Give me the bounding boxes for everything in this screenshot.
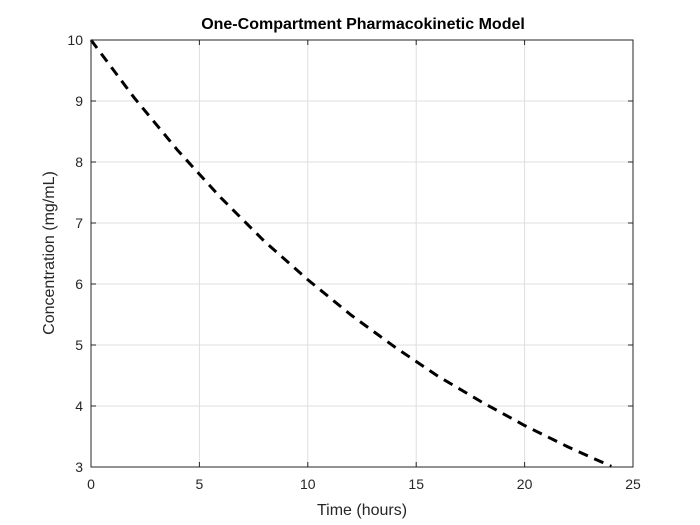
x-tick-label: 5 [196,476,204,492]
x-tick-label: 20 [517,476,533,492]
y-axis-label: Concentration (mg/mL) [41,171,58,335]
y-tick-label: 4 [75,398,83,414]
y-tick-label: 10 [67,32,83,48]
series-line-concentration [89,39,612,468]
y-tick-label: 7 [75,215,83,231]
x-tick-label: 10 [300,476,316,492]
x-axis-label: Time (hours) [317,502,407,519]
tick-layer: 0 5 10 15 20 25 3 4 5 6 7 8 9 10 [67,32,641,492]
y-tick-label: 6 [75,276,83,292]
y-tick-label: 3 [75,459,83,475]
y-tick-label: 8 [75,154,83,170]
x-tick-label: 15 [408,476,424,492]
series-layer [89,39,612,468]
chart-title: One-Compartment Pharmacokinetic Model [201,16,525,33]
y-tick-label: 5 [75,337,83,353]
y-tick-label: 9 [75,93,83,109]
x-tick-label: 25 [625,476,641,492]
x-tick-label: 0 [87,476,95,492]
axes-box [90,39,634,468]
